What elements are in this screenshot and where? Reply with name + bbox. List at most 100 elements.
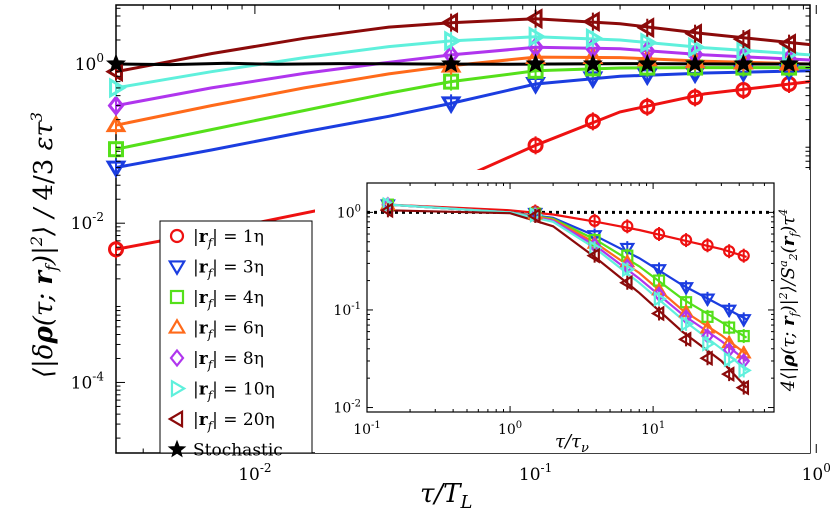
main-data-point <box>524 8 543 30</box>
legend: |rf| = 1η |rf| = 3η |rf| = 4η |rf| = 6η |rf|… <box>159 220 313 461</box>
inset-data-point <box>678 282 694 296</box>
main-x-tick-label: 10-1 <box>519 461 552 485</box>
inset-data-point <box>735 379 750 396</box>
main-data-point <box>636 17 655 39</box>
legend-label-1: |rf| = 1η <box>193 227 264 250</box>
main-data-point <box>108 241 124 258</box>
main-data-point <box>582 53 603 73</box>
main-data-point <box>585 27 604 49</box>
legend-label-3: |rf| = 4η <box>193 288 264 311</box>
inset-data-point <box>621 220 634 233</box>
legend-marker-3 <box>169 289 185 305</box>
main-data-point <box>105 160 127 179</box>
main-data-point <box>687 89 704 106</box>
legend-label-2: |rf| = 3η <box>193 258 264 281</box>
inset-data-point <box>379 202 394 219</box>
main-y-tick-label: 100 <box>75 51 104 75</box>
legend-label-4: |rf| = 6η <box>193 319 264 342</box>
inset-data-point <box>699 293 716 308</box>
inset-data-point <box>653 290 668 307</box>
inset-data-point <box>723 351 738 368</box>
main-data-point <box>107 95 125 117</box>
svg-text:4⟨|ρ(τ; rf)|2⟩/Sa2(rf)τ4: 4⟨|ρ(τ; rf)|2⟩/Sa2(rf)τ4 <box>777 209 801 393</box>
inset-data-point <box>677 331 692 348</box>
main-y-axis-title: ⟨|δρ(τ; rf)|2⟩ / 4/3 ετ3 <box>27 112 61 378</box>
inset-data-point <box>619 274 633 291</box>
main-data-point <box>733 53 754 73</box>
main-y-tick-label: 10-4 <box>71 369 105 393</box>
svg-text:τ/TL: τ/TL <box>420 479 472 513</box>
main-data-point <box>109 77 127 99</box>
inset-data-point <box>701 239 714 252</box>
main-data-point <box>527 137 544 154</box>
inset-data-point <box>651 264 667 278</box>
main-data-point <box>732 28 751 50</box>
inset-data-point <box>679 233 693 247</box>
inset-data-point <box>723 321 736 334</box>
inset-data-point <box>586 230 603 244</box>
main-data-point <box>685 53 706 73</box>
inset-data-point <box>735 314 752 328</box>
main-series-line-3 <box>115 66 810 151</box>
svg-text:⟨|δρ(τ; rf)|2⟩ / 4/3 ετ3: ⟨|δρ(τ; rf)|2⟩ / 4/3 ετ3 <box>27 112 61 378</box>
main-data-point <box>778 33 797 55</box>
main-series-line-8 <box>115 61 810 67</box>
inset-data-point <box>737 249 750 262</box>
legend-label-8: Stochastic <box>193 441 283 461</box>
main-data-point <box>639 98 656 115</box>
main-data-point <box>684 23 703 45</box>
inset-data-point <box>702 335 716 352</box>
legend-marker-4 <box>167 318 187 334</box>
inset-plot-frame <box>366 182 775 413</box>
main-data-point <box>637 53 658 73</box>
inset-data-point <box>650 305 665 322</box>
inset-data-point <box>721 304 738 319</box>
inset-data-point <box>586 247 600 264</box>
inset-data-point <box>652 227 666 241</box>
legend-marker-7 <box>167 409 184 429</box>
main-series-line-5 <box>115 45 811 108</box>
inset-data-point <box>527 207 541 224</box>
legend-marker-2 <box>167 260 187 276</box>
main-series-line-1 <box>115 80 811 251</box>
main-x-axis-title: τ/TL <box>420 479 472 513</box>
main-data-point <box>444 30 462 52</box>
main-y-tick-label: 10-2 <box>71 210 104 234</box>
inset-series-line-1 <box>387 203 747 258</box>
main-x-tick-label: 10-2 <box>238 461 271 485</box>
inset-data-point <box>723 245 736 258</box>
inset-data-point <box>738 362 752 379</box>
main-data-point <box>525 53 546 73</box>
inset-data-point <box>737 329 750 343</box>
main-x-tick-label: 100 <box>802 461 830 485</box>
inset-data-point <box>619 242 636 257</box>
legend-label-5: |rf| = 8η <box>193 349 264 372</box>
inset-data-point <box>720 366 735 383</box>
inset-data-point <box>680 315 695 332</box>
main-data-point <box>779 53 800 73</box>
legend-marker-6 <box>170 379 187 398</box>
legend-marker-1 <box>169 228 185 244</box>
inset-data-point <box>621 261 636 278</box>
inset-series-line-7 <box>387 209 748 389</box>
main-data-point <box>640 32 659 54</box>
main-data-point <box>736 40 755 62</box>
legend-marker-5 <box>169 348 185 368</box>
main-data-point <box>735 82 752 99</box>
inset-y-axis-title: 4⟨|ρ(τ; rf)|2⟩/Sa2(rf)τ4 <box>777 209 801 393</box>
inset-data-point <box>699 350 713 367</box>
main-data-point <box>688 36 706 58</box>
main-data-point <box>441 53 462 73</box>
inset-data-point <box>588 214 601 227</box>
main-data-point <box>582 11 600 33</box>
main-data-point <box>440 12 459 34</box>
legend-marker-8 <box>167 439 187 458</box>
main-data-point <box>105 114 127 133</box>
main-data-point <box>440 96 462 115</box>
legend-label-6: |rf| = 10η <box>193 380 275 403</box>
main-data-point <box>584 113 601 130</box>
legend-label-7: |rf| = 20η <box>193 410 275 433</box>
main-data-point <box>443 73 460 90</box>
